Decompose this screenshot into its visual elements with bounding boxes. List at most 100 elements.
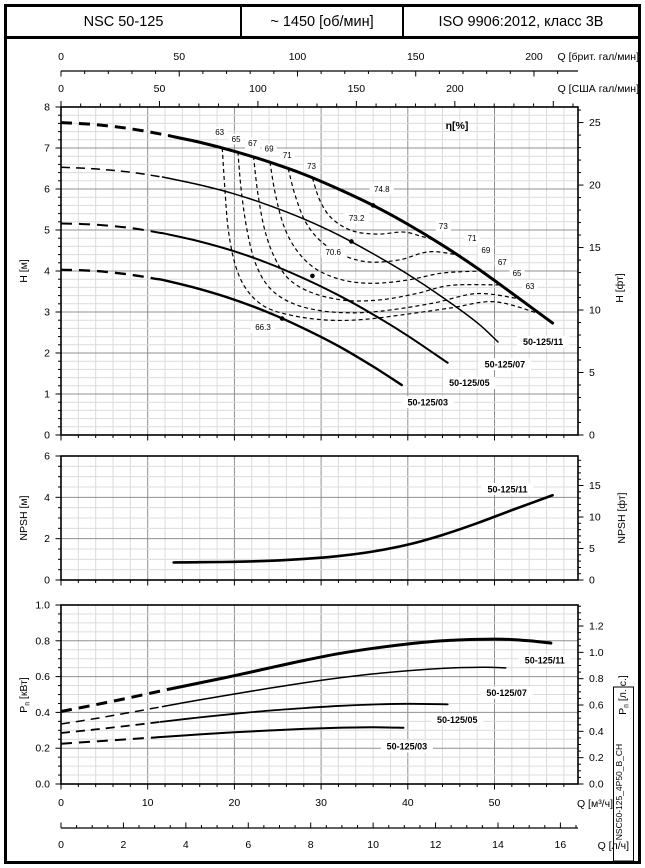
efficiency-label-65: 65	[232, 135, 241, 144]
pump-curve-50-125/07	[161, 666, 507, 708]
tick-label-ls: 10	[367, 839, 379, 851]
pump-speed: ~ 1450 [об/мин]	[240, 7, 404, 36]
curve-label-50-125/05: 50-125/05	[449, 378, 490, 388]
tick-label-p-kw: 0.0	[35, 779, 50, 791]
tick-label-imp-gpm: 50	[173, 51, 185, 63]
bep-point	[310, 273, 315, 279]
tick-label-imp-gpm: 200	[525, 51, 543, 63]
x-axis-unit-us: Q [США гал/мин]	[558, 83, 639, 95]
tick-label-npsh-ft: 5	[589, 543, 595, 555]
pump-curve-dashed-50-125/07	[60, 705, 166, 725]
tick-label-p-hp: 0.2	[589, 752, 604, 764]
tick-label-npsh-m: 2	[44, 533, 50, 545]
curve-label-50-125/03-bg	[401, 396, 454, 409]
power-curve-label-50-125/03: 50-125/03	[387, 742, 428, 752]
test-standard: ISO 9906:2012, класс 3В	[438, 13, 604, 30]
pump-curve-50-125/11	[172, 493, 554, 564]
bep-label-74.8: 74.8	[374, 185, 390, 194]
head-curves	[60, 121, 555, 387]
efficiency-axis-title: η[%]	[446, 120, 469, 132]
bep-point	[349, 239, 354, 244]
efficiency-label-65-bg	[228, 133, 244, 145]
pump-curve-50-125/03	[155, 726, 405, 739]
power-curve-label-50-125/11-bg	[518, 654, 571, 667]
efficiency-label-71-bg	[464, 232, 480, 244]
pump-curve-50-125/03	[155, 277, 403, 387]
tick-label-h-ft: 10	[589, 305, 601, 317]
y-axis-title-power-right: Pп [л. с.]	[617, 675, 631, 715]
tick-label-ls: 8	[308, 839, 314, 851]
bep-label-74.8-bg	[369, 183, 394, 195]
bep-label-66.3-bg	[250, 321, 276, 333]
bep-point	[279, 316, 285, 321]
tick-label-imp-gpm: 100	[289, 51, 307, 63]
tick-label-npsh-m: 0	[44, 575, 50, 587]
flow-scales: 0 50 100 150 200 0 50 100 150 200 0 10 20 30 40 50 0 2 4 6 8…	[58, 51, 578, 851]
bep-label-73.2: 73.2	[349, 214, 365, 223]
tick-label-h-ft: 15	[589, 242, 601, 254]
bep-point	[370, 203, 376, 208]
tick-label-p-kw: 1.0	[35, 600, 50, 612]
tick-label-m3h: 30	[315, 797, 327, 809]
tick-label-p-kw: 0.8	[35, 635, 50, 647]
efficiency-label-73-bg	[304, 160, 320, 172]
efficiency-label-65: 65	[513, 269, 522, 278]
efficiency-contour-71	[287, 168, 461, 263]
tick-label-p-hp: 0.6	[589, 700, 604, 712]
tick-label-h-ft: 5	[589, 367, 595, 379]
y-axis-title-head-left: H [м]	[18, 259, 30, 283]
curve-label-50-125/11-bg	[516, 335, 570, 348]
y-axis-title-npsh-left: NPSH [м]	[18, 495, 30, 540]
tick-label-m3h: 40	[402, 797, 414, 809]
tick-label-us-gpm: 100	[249, 83, 267, 95]
efficiency-label-71: 71	[283, 151, 292, 160]
efficiency-label-67: 67	[498, 258, 507, 267]
tick-label-p-kw: 0.2	[35, 743, 50, 755]
tick-label-npsh-ft: 15	[589, 480, 601, 492]
efficiency-label-65-bg	[509, 267, 525, 279]
tick-label-h-m: 3	[44, 307, 50, 319]
tick-label-m3h: 10	[142, 797, 154, 809]
document-code: NSC50-125_4P50_B_CH	[614, 744, 624, 840]
power-curve-label-50-125/05-bg	[431, 713, 484, 726]
pump-curve-50-125/11	[167, 134, 555, 325]
tick-label-imp-gpm: 150	[407, 51, 425, 63]
tick-label-ls: 16	[555, 839, 567, 851]
efficiency-label-73: 73	[307, 162, 316, 171]
curve-label-50-125/05-bg	[443, 376, 496, 389]
efficiency-label-67: 67	[248, 139, 257, 148]
tick-label-h-m: 2	[44, 348, 50, 360]
efficiency-label-69-bg	[261, 143, 277, 155]
power-curve-label-50-125/03-bg	[380, 740, 434, 753]
tick-label-imp-gpm: 0	[58, 51, 64, 63]
pump-curve-dashed-50-125/11	[60, 121, 171, 138]
tick-label-npsh-m: 6	[44, 451, 50, 463]
y-tick-labels: 012345678051015202502460510150.00.20.40.…	[18, 102, 631, 791]
efficiency-contour-65	[237, 151, 520, 314]
tick-label-p-hp: 0.8	[589, 673, 604, 685]
tick-label-h-ft: 25	[589, 117, 601, 129]
tick-label-ls: 12	[430, 839, 442, 851]
tick-label-h-m: 1	[44, 389, 50, 401]
tick-label-p-hp: 0.4	[589, 726, 604, 738]
pump-curve-dashed-50-125/07	[60, 166, 166, 179]
npsh-curve-label-50-125/11: 50-125/11	[487, 484, 527, 494]
power-curve-label-50-125/07: 50-125/07	[486, 688, 527, 698]
tick-label-h-ft: 0	[589, 430, 595, 442]
pump-model: NSC 50-125	[83, 13, 164, 30]
tick-label-p-hp: 0.0	[589, 779, 604, 791]
efficiency-label-67-bg	[245, 137, 261, 149]
tick-label-p-hp: 1.0	[589, 647, 604, 659]
curve-label-50-125/07-bg	[478, 358, 531, 371]
npsh-curve-label-50-125/11-bg	[481, 483, 534, 496]
y-axis-title-npsh-right: NPSH [фт]	[616, 492, 628, 543]
side-text-box	[613, 686, 634, 862]
tick-label-us-gpm: 0	[58, 83, 64, 95]
tick-label-h-m: 7	[44, 143, 50, 155]
efficiency-contours	[221, 147, 541, 322]
tick-label-npsh-ft: 0	[589, 575, 595, 587]
tick-label-h-m: 0	[44, 430, 50, 442]
tick-label-h-m: 4	[44, 266, 50, 278]
